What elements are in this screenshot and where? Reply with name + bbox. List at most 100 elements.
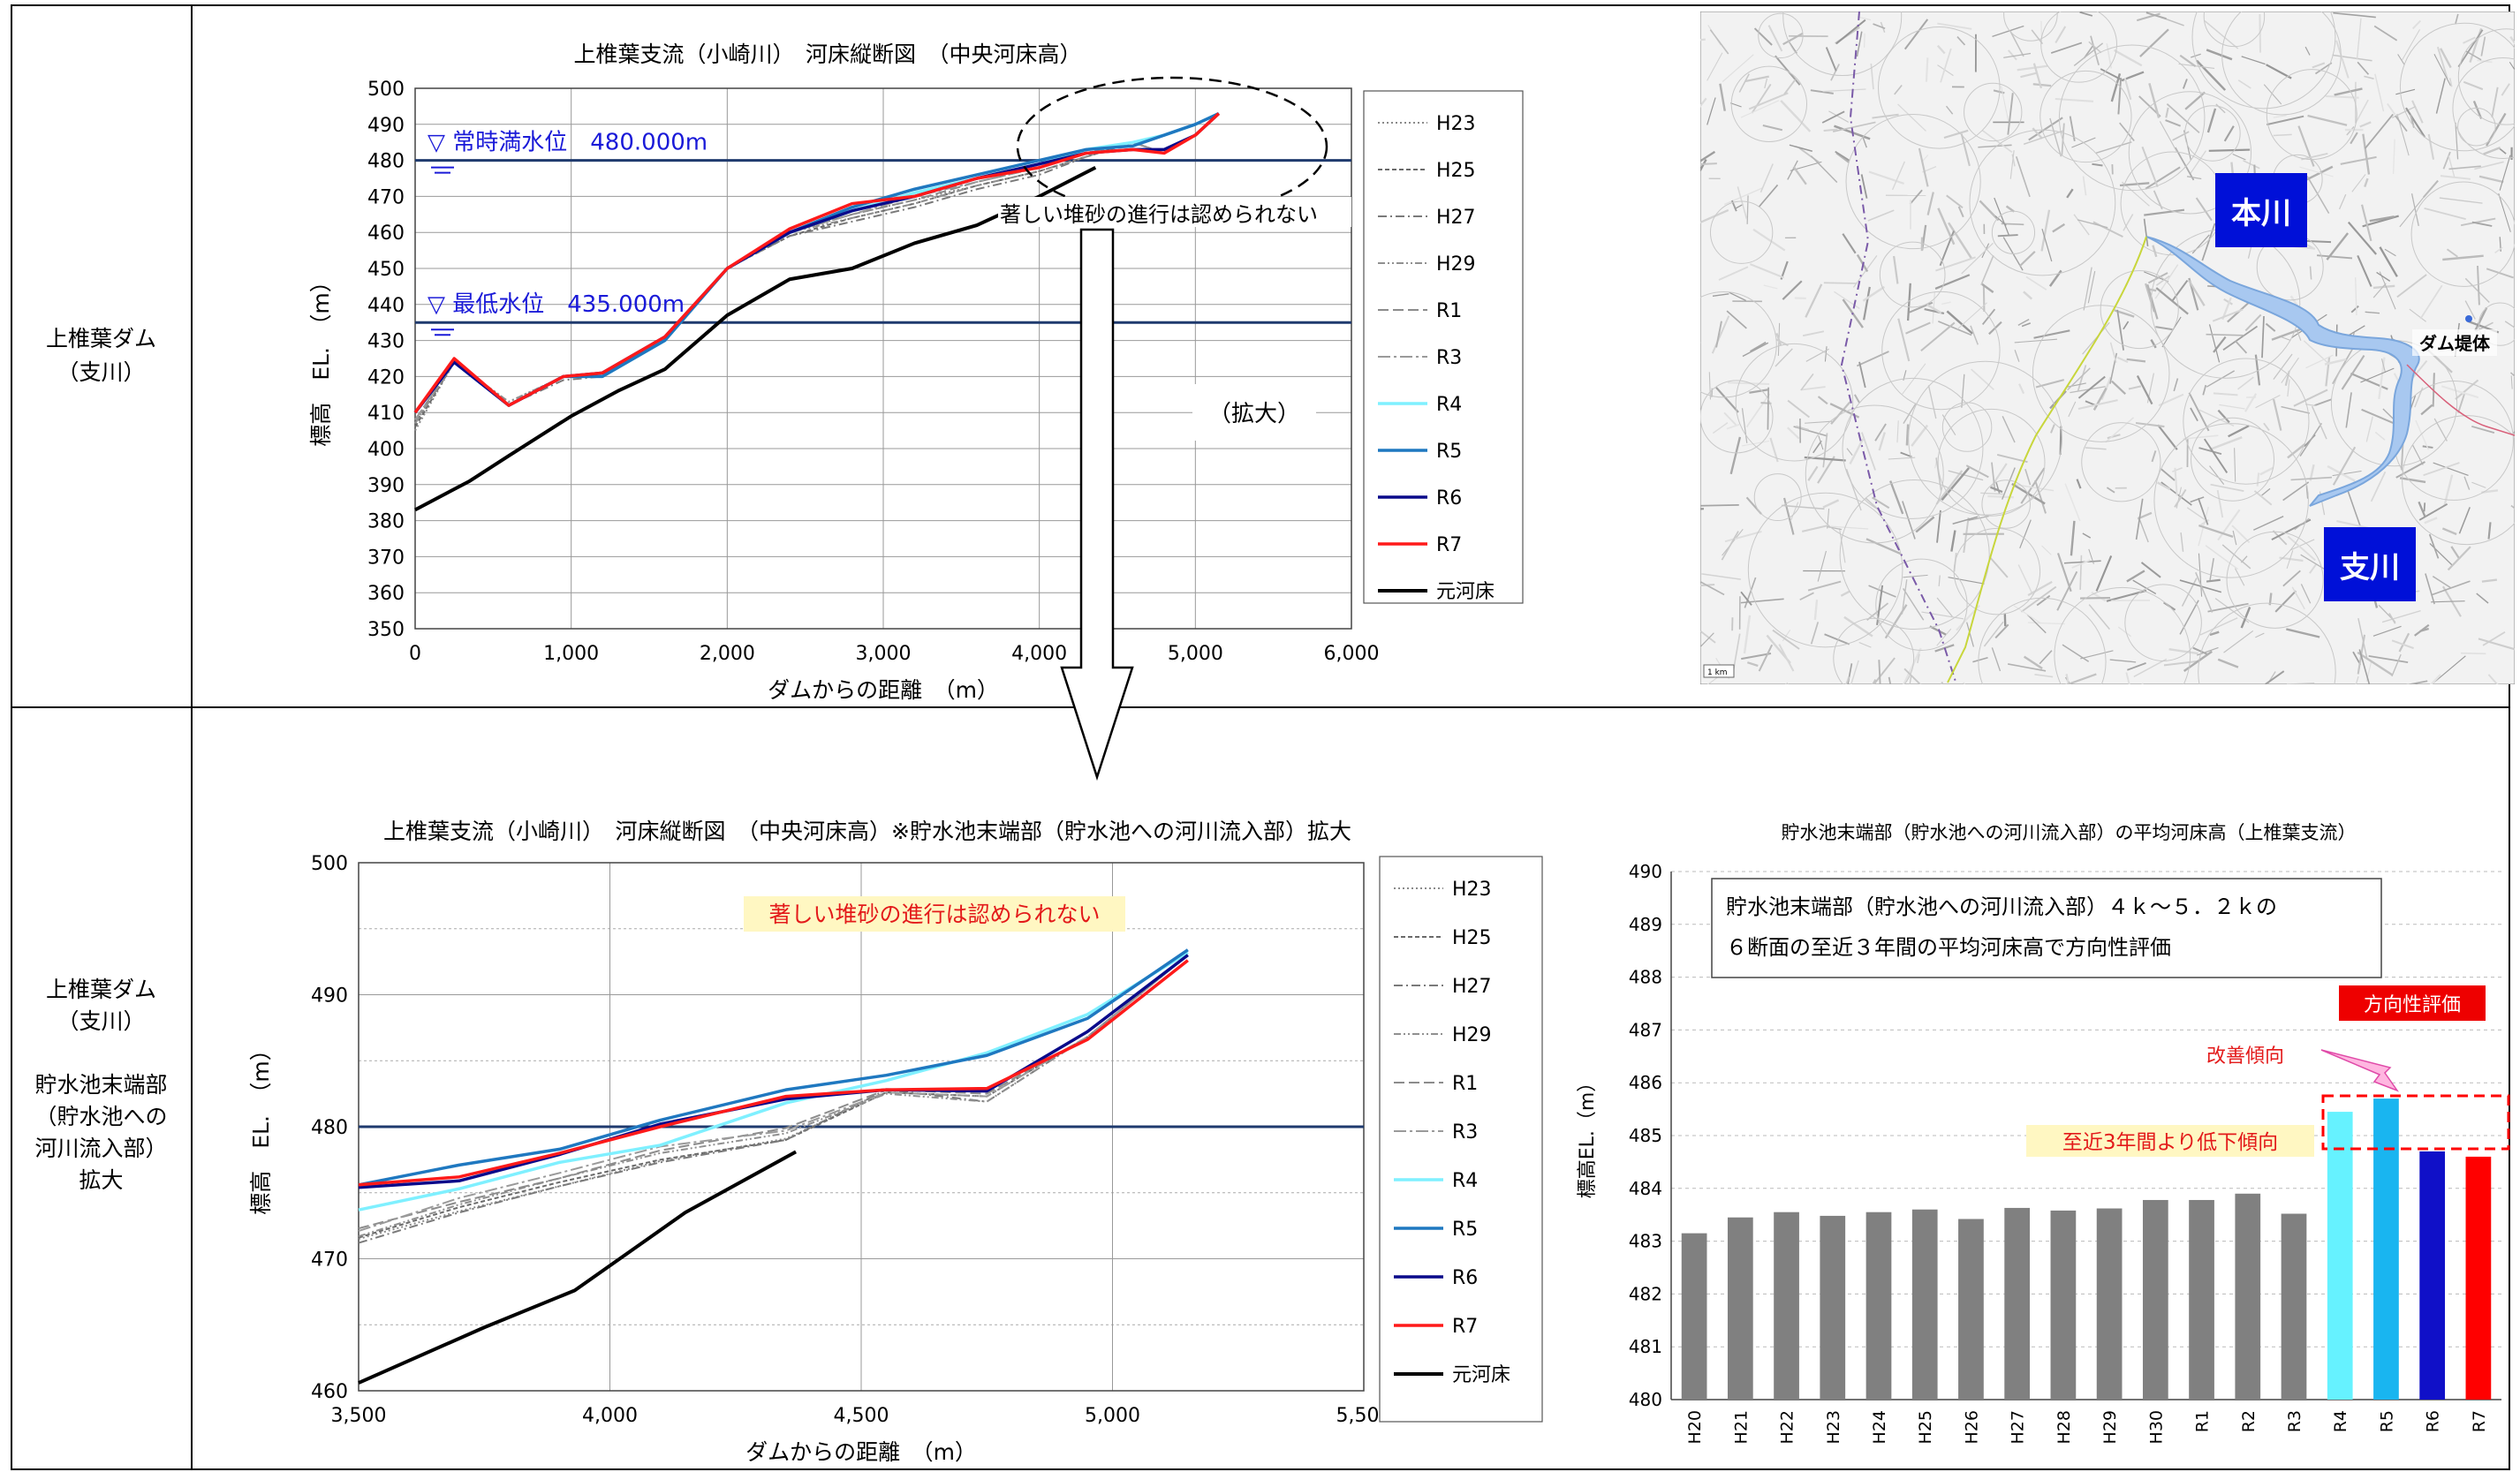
terrain-stroke (2289, 539, 2315, 551)
terrain-stroke (2261, 487, 2271, 496)
terrain-stroke (1817, 550, 1827, 582)
terrain-stroke (1700, 630, 1716, 644)
terrain-stroke (1911, 424, 1929, 447)
row-label-2-line-4: 貯水池末端部 (34, 1072, 168, 1098)
terrain-stroke (2020, 585, 2057, 613)
terrain-stroke (2464, 277, 2490, 304)
terrain-stroke (2036, 594, 2051, 607)
bar-H25 (1911, 1209, 1938, 1400)
terrain-stroke (2272, 530, 2288, 546)
terrain-stroke (1997, 234, 2018, 238)
terrain-stroke (1828, 110, 1849, 123)
terrain-stroke (2463, 36, 2476, 44)
terrain-stroke (1750, 263, 1785, 279)
terrain-stroke (1715, 321, 1722, 348)
terrain-stroke (2405, 107, 2425, 138)
bar-R5 (2373, 1098, 2399, 1400)
contour-ring (1735, 343, 1854, 462)
series-line-H25 (358, 954, 1189, 1239)
terrain-stroke (2174, 147, 2195, 181)
terrain-stroke (2364, 113, 2394, 149)
terrain-stroke (2293, 389, 2328, 407)
contour-ring (1700, 380, 1774, 454)
terrain-stroke (2126, 570, 2145, 583)
terrain-stroke (2509, 372, 2515, 377)
terrain-stroke (1775, 348, 1793, 367)
plot-area (414, 87, 1352, 630)
terrain-stroke (1916, 653, 1920, 664)
terrain-stroke (2509, 62, 2515, 71)
terrain-stroke (2080, 596, 2110, 600)
terrain-stroke (2432, 655, 2466, 684)
terrain-stroke (2136, 374, 2153, 405)
terrain-stroke (2332, 54, 2372, 62)
terrain-stroke (2014, 338, 2057, 343)
contour-ring (1878, 26, 2001, 149)
terrain-stroke (1763, 284, 1778, 290)
terrain-stroke (2088, 604, 2110, 630)
x-tick-label: H28 (2055, 1410, 2074, 1444)
terrain-stroke (2028, 117, 2063, 141)
terrain-stroke (2510, 375, 2513, 389)
terrain-stroke (1862, 285, 1886, 302)
terrain-stroke (2335, 40, 2350, 79)
terrain-stroke (2474, 306, 2488, 332)
terrain-stroke (1937, 64, 1954, 77)
terrain-stroke (2068, 401, 2077, 418)
terrain-stroke (1960, 133, 1971, 167)
terrain-stroke (2261, 315, 2265, 359)
terrain-stroke (1970, 325, 1979, 345)
terrain-stroke (2255, 632, 2265, 638)
y-tick-label: 487 (1629, 1019, 1662, 1040)
terrain-stroke (2302, 165, 2334, 183)
x-tick-label: R3 (2285, 1410, 2304, 1432)
terrain-stroke (1817, 396, 1828, 405)
terrain-stroke (2123, 77, 2132, 101)
terrain-stroke (2455, 13, 2459, 25)
terrain-stroke (2498, 192, 2511, 232)
terrain-stroke (2265, 322, 2276, 332)
terrain-stroke (2286, 550, 2294, 570)
terrain-stroke (2183, 434, 2219, 440)
terrain-stroke (2317, 254, 2353, 260)
terrain-stroke (2304, 46, 2311, 56)
terrain-stroke (1700, 581, 1725, 596)
terrain-stroke (2050, 424, 2055, 434)
terrain-stroke (2457, 29, 2484, 68)
terrain-stroke (2002, 467, 2016, 500)
terrain-stroke (1780, 100, 1812, 132)
branch-river-label: 支川 (2340, 550, 2400, 585)
terrain-stroke (2494, 246, 2503, 253)
terrain-stroke (1706, 52, 1723, 81)
terrain-stroke (2128, 385, 2142, 390)
terrain-stroke (1860, 174, 1868, 199)
legend-label-元河床: 元河床 (1436, 581, 1495, 603)
contour-ring (2003, 11, 2058, 42)
terrain-stroke (2253, 516, 2284, 531)
terrain-stroke (2436, 46, 2448, 79)
terrain-stroke (2217, 658, 2239, 668)
terrain-stroke (2165, 119, 2181, 127)
terrain-stroke (1792, 166, 1807, 185)
terrain-stroke (2423, 462, 2460, 477)
layout-grid: 上椎葉ダム （支川） 上椎葉ダム （支川） 貯水池末端部 （貯水池への 河川流入… (11, 4, 2515, 1470)
contour-ring (2203, 11, 2266, 48)
terrain-stroke (2355, 99, 2369, 124)
terrain-stroke (2062, 644, 2090, 662)
terrain-stroke (2087, 270, 2096, 304)
terrain-stroke (1825, 47, 1837, 72)
dam-label: ダム堤体 (2419, 333, 2491, 354)
terrain-stroke (1823, 128, 1838, 132)
x-tick-label: H20 (1685, 1410, 1705, 1444)
x-tick-label: 4,000 (582, 1405, 638, 1427)
x-tick-label: H21 (1731, 1410, 1751, 1444)
terrain-stroke (2214, 598, 2250, 623)
legend-label-H23: H23 (1436, 113, 1476, 135)
terrain-stroke (2123, 214, 2134, 231)
terrain-stroke (1856, 253, 1869, 273)
y-tick-label: 370 (367, 547, 405, 569)
terrain-stroke (2144, 208, 2185, 216)
annotation-bg (744, 896, 1125, 932)
terrain-stroke (2152, 245, 2158, 258)
